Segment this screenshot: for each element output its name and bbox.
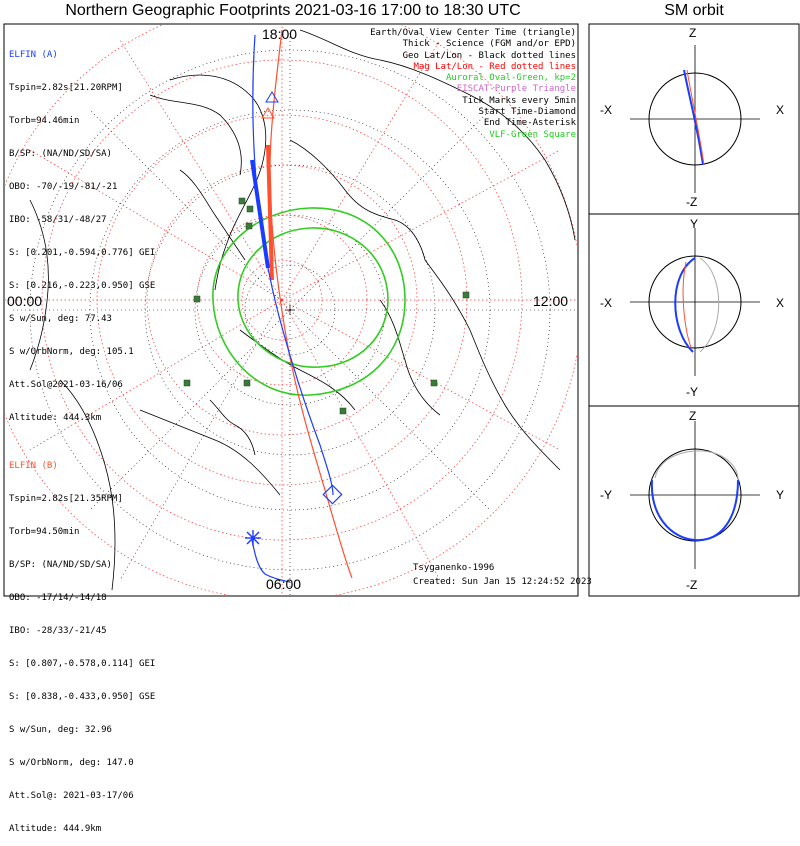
elfin-b-line: B/SP: (NA/ND/SD/SA) [9,560,112,570]
sm-axis-label: Z [689,409,697,423]
elfin-b-line: Torb=94.50min [9,527,80,537]
elfin-b-track [261,29,353,579]
sm-panel-xz [630,45,760,193]
sm-axis-label: X [776,103,785,117]
elfin-a-line: Tspin=2.82s[21.20RPM] [9,83,123,93]
legend-item: Geo Lat/Lon - Black dotted lines [402,50,576,61]
mag-lon-lines [5,25,577,595]
elfin-b-line: Altitude: 444.9km [9,824,102,834]
geo-lon-lines [10,30,575,595]
elfin-a-end-asterisk [245,530,261,546]
auroral-oval [212,207,406,396]
vlf-stations [183,197,470,415]
elfin-a-line: S w/Sun, deg: 77.43 [9,314,112,324]
coastlines [29,29,576,591]
legend-item: Earth/Oval View Center Time (triangle) [370,28,576,38]
elfin-a-line: Altitude: 444.3km [9,413,102,423]
elfin-a-line: Att.Sol@2021-03-16/06 [9,380,123,390]
sm-axis-label: -Y [600,488,612,502]
legend-item: Start Time-Diamond [478,107,576,118]
elfin-b-line: S w/OrbNorm, deg: 147.0 [9,758,134,768]
elfin-b-line: OBO: -17/14/-14/18 [9,593,107,603]
elfin-b-line: S: [0.838,-0.433,0.950] GSE [9,692,156,702]
elfin-b-info: ELFIN (B) Tspin=2.82s[21.35RPM] Torb=94.… [9,439,155,846]
elfin-a-name: ELFIN (A) [9,50,58,60]
legend-item: Tick Marks every 5min [462,95,576,106]
elfin-b-center-triangle [261,107,275,119]
elfin-a-line: IBO: -58/31/-48/27 [9,215,107,225]
sm-panel-xy [630,228,760,376]
legend-item: VLF-Green Square [489,129,576,140]
elfin-b-line: Tspin=2.82s[21.35RPM] [9,494,123,504]
elfin-a-line: S: [0.201,-0.594,0.776] GEI [9,248,156,258]
hour-label-bottom: 06:00 [266,576,302,592]
map-title: Northern Geographic Footprints 2021-03-1… [65,2,521,19]
sm-axis-label: Y [776,488,785,502]
elfin-a-track [245,34,343,583]
elfin-b-name: ELFIN (B) [9,461,58,471]
legend-item: EISCAT-Purple Triangle [456,84,576,95]
legend-item: Thick - Science (FGM and/or EPD) [402,39,576,50]
elfin-b-line: IBO: -28/33/-21/45 [9,626,107,636]
sm-axis-label: -Z [686,578,698,592]
legend-item: End Time-Asterisk [483,118,576,129]
sm-axis-label: Z [689,26,697,40]
elfin-a-info: ELFIN (A) Tspin=2.82s[21.20RPM] Torb=94.… [9,28,155,435]
legend-item: Mag Lat/Lon - Red dotted lines [413,61,576,72]
sm-panel-yz [630,421,760,569]
legend-item: Auroral Oval-Green, kp=2 [445,73,576,84]
map-frame [3,23,579,597]
hour-label-left: 00:00 [7,293,43,309]
model-credit: Tsyganenko-1996 [413,563,495,573]
elfin-b-line: S w/Sun, deg: 32.96 [9,725,112,735]
elfin-a-line: Torb=94.46min [9,116,80,126]
hour-label-right: 12:00 [533,293,569,309]
elfin-a-center-triangle [265,91,279,103]
elfin-b-line: S: [0.807,-0.578,0.114] GEI [9,659,156,669]
sm-axis-label: Y [690,217,699,231]
sm-frame [588,23,800,597]
elfin-a-line: S w/OrbNorm, deg: 105.1 [9,347,134,357]
footprint-map [3,23,800,597]
sm-axis-label: -X [600,103,612,117]
elfin-a-line: S: [0.216,-0.223,0.950] GSE [9,281,156,291]
pole-cross [285,305,295,315]
elfin-a-line: B/SP: (NA/ND/SD/SA) [9,149,112,159]
sm-orbit-title: SM orbit [664,2,724,19]
sm-axis-label: -X [600,296,612,310]
sm-axis-label: -Z [686,195,698,209]
legend: Earth/Oval View Center Time (triangle) T… [370,28,576,141]
sm-axis-label: X [776,296,785,310]
elfin-a-start-diamond [322,484,343,505]
hour-label-top: 18:00 [262,26,298,42]
sm-axis-label: -Y [686,385,698,399]
created-timestamp: Created: Sun Jan 15 12:24:52 2023 [413,577,592,587]
elfin-b-line: Att.Sol@: 2021-03-17/06 [9,791,134,801]
elfin-a-line: OBO: -70/-19/-81/-21 [9,182,118,192]
